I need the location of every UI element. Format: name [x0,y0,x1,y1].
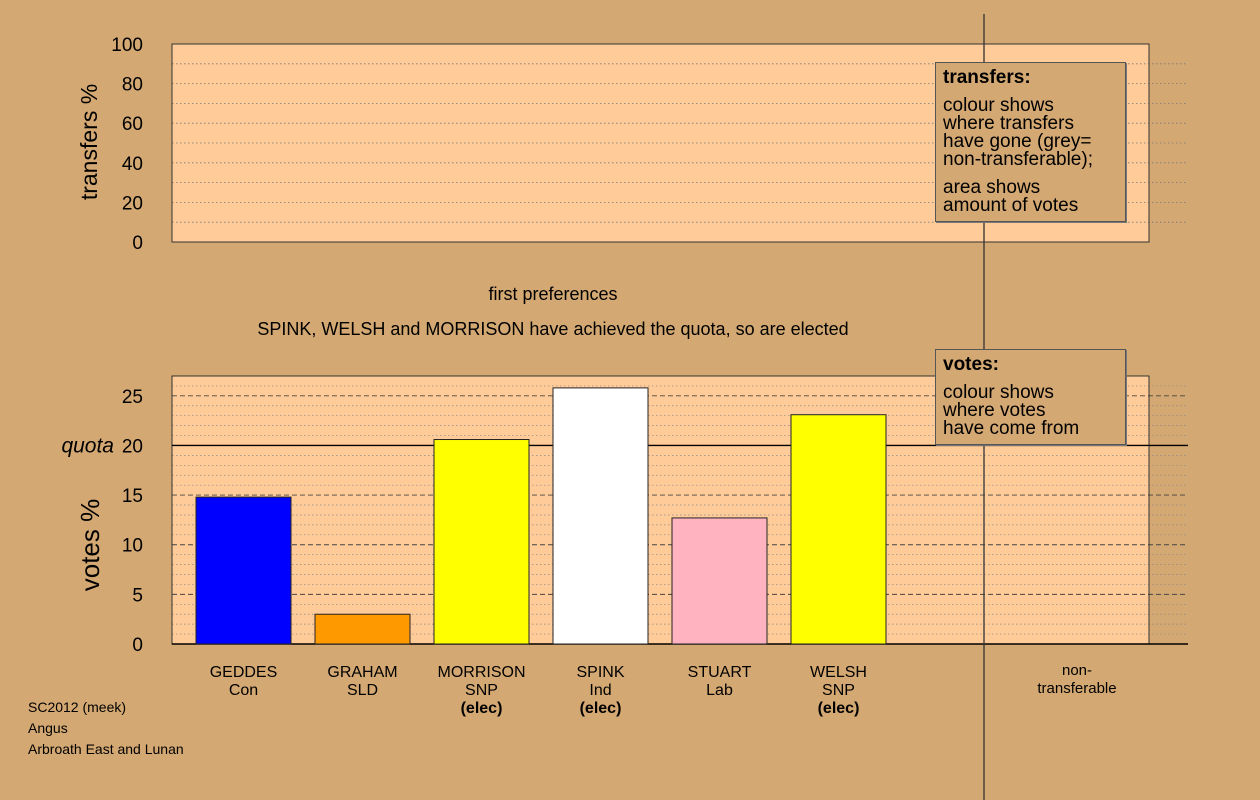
votes-y-tick-label: 25 [122,387,143,408]
candidate-name-label: GEDDES [210,664,278,681]
candidate-elected-label: (elec) [818,700,860,717]
votes-y-tick-label: 5 [132,585,143,606]
candidate-name-label: SPINK [576,664,624,681]
transfers-legend-title: transfers: [943,67,1031,88]
candidate-party-label: Ind [589,682,611,699]
footer-council: Angus [28,720,68,736]
bar-geddes [195,496,292,645]
votes-y-tick-label: 10 [122,536,143,557]
candidate-party-label: SLD [347,682,378,699]
transfers-y-tick-label: 0 [132,233,143,254]
votes-y-tick-label: 0 [132,635,143,656]
votes-legend-line: colour shows [943,382,1054,403]
votes-axis-label: votes % [75,499,105,592]
transfers-y-tick-label: 80 [122,75,143,96]
votes-legend-line: where votes [943,400,1046,421]
votes-y-tick-label: 20 [122,436,143,457]
votes-y-tick-label: 15 [122,486,143,507]
votes-legend: votes: colour shows where votes have com… [935,349,1126,445]
transfers-legend-line: have gone (grey= [943,131,1092,152]
transfers-legend: transfers: colour shows where transfers … [935,62,1126,222]
nontransferable-label: transferable [1037,680,1116,697]
chart-subtitle: SPINK, WELSH and MORRISON have achieved … [257,319,848,339]
transfers-legend-line: amount of votes [943,195,1079,216]
candidate-name-label: WELSH [810,664,867,681]
candidate-party-label: Lab [706,682,733,699]
footer-ward: Arbroath East and Lunan [28,741,184,757]
quota-label: quota [61,434,114,457]
candidate-elected-label: (elec) [580,700,622,717]
bar-spink [552,387,649,645]
transfers-legend-line: area shows [943,177,1041,198]
bar-morrison [433,439,530,645]
footer-source: SC2012 (meek) [28,699,127,715]
bar-stuart [671,517,768,645]
candidate-name-label: MORRISON [438,664,526,681]
candidate-labels: GEDDESConGRAHAMSLDMORRISONSNP(elec)SPINK… [210,662,1117,717]
candidate-party-label: SNP [822,682,855,699]
transfers-legend-line: colour shows [943,95,1054,116]
transfers-legend-line: non-transferable); [943,149,1093,170]
candidate-party-label: Con [229,682,258,699]
transfers-y-tick-label: 20 [122,193,143,214]
transfers-legend-line: where transfers [943,113,1074,134]
candidate-elected-label: (elec) [461,700,503,717]
transfers-y-tick-label: 100 [111,35,143,56]
nontransferable-label: non- [1062,662,1092,679]
transfers-y-tick-label: 40 [122,154,143,175]
votes-legend-line: have come from [943,418,1080,439]
transfers-plot-frame [171,43,1150,243]
candidate-name-label: STUART [688,664,752,681]
chart-title: first preferences [488,284,617,304]
votes-legend-title: votes: [943,354,999,375]
bar-graham [314,613,411,645]
transfers-axis-label: transfers % [76,84,102,200]
candidate-party-label: SNP [465,682,498,699]
transfers-y-tick-label: 60 [122,114,143,135]
bar-welsh [790,414,887,645]
candidate-name-label: GRAHAM [327,664,397,681]
footer: SC2012 (meek) Angus Arbroath East and Lu… [28,697,184,760]
